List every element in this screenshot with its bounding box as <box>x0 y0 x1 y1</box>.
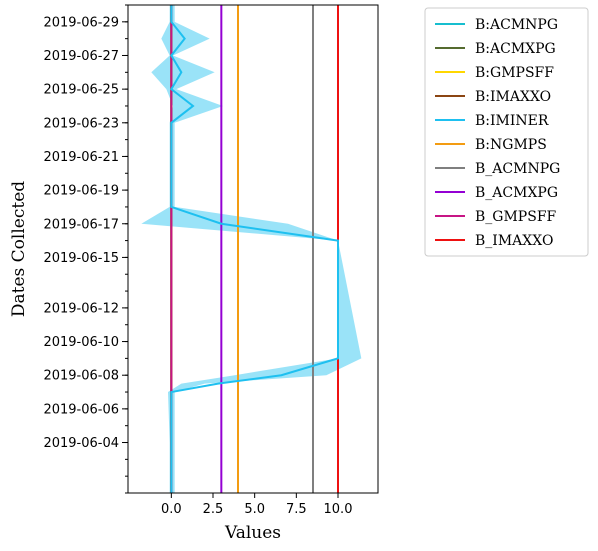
legend-label-b-iminer: B:IMINER <box>475 113 549 129</box>
y-tick-label: 2019-06-08 <box>43 369 119 384</box>
plot-area <box>127 4 379 494</box>
y-tick-label: 2019-06-25 <box>43 83 119 98</box>
y-tick-label: 2019-06-23 <box>43 116 119 131</box>
y-tick-label: 2019-06-12 <box>43 301 119 316</box>
legend-label-b-acmxpg: B_ACMXPG <box>475 185 558 201</box>
y-tick-label: 2019-06-27 <box>43 49 119 64</box>
y-tick-label: 2019-06-06 <box>43 402 119 417</box>
series-line-b-iminer <box>170 5 339 493</box>
y-tick-label: 2019-06-10 <box>43 335 119 350</box>
y-tick-label: 2019-06-21 <box>43 150 119 165</box>
x-tick-label: 0.0 <box>161 502 182 517</box>
legend-label-b-ngmps: B:NGMPS <box>475 137 547 153</box>
x-tick-label: 2.5 <box>203 502 224 517</box>
series-band-b-iminer <box>141 5 362 493</box>
legend-label-b-acmnpg: B:ACMNPG <box>475 17 558 33</box>
x-tick-label: 7.5 <box>286 502 307 517</box>
y-axis-label: Dates Collected <box>9 181 29 317</box>
legend-label-b-gmpsff: B_GMPSFF <box>475 209 557 225</box>
y-tick-label: 2019-06-17 <box>43 217 119 232</box>
legend-label-b-imaxxo: B:IMAXXO <box>475 89 551 105</box>
x-axis-label: Values <box>224 523 281 543</box>
y-tick-label: 2019-06-04 <box>43 436 119 451</box>
legend-label-b-imaxxo: B_IMAXXO <box>475 233 553 249</box>
legend-label-b-acmxpg: B:ACMXPG <box>475 41 556 57</box>
x-axis: 0.0 2.5 5.0 7.5 10.0 <box>161 493 352 517</box>
y-tick-label: 2019-06-19 <box>43 184 119 199</box>
legend-box <box>424 7 589 257</box>
y-axis: 2019-06-04 2019-06-06 2019-06-08 2019-06-10… <box>43 4 128 494</box>
y-tick-label: 2019-06-15 <box>43 251 119 266</box>
y-tick-label: 2019-06-29 <box>43 15 119 30</box>
plot-frame <box>127 4 379 494</box>
x-tick-label: 5.0 <box>244 502 265 517</box>
legend-label-b-gmpsff: B:GMPSFF <box>475 65 554 81</box>
legend-label-b-acmnpg: B_ACMNPG <box>475 161 560 177</box>
x-tick-label: 10.0 <box>324 502 353 517</box>
legend: B:ACMNPG B:ACMXPG B:GMPSFF B:IMAXXO B:IMINER… <box>424 7 589 257</box>
